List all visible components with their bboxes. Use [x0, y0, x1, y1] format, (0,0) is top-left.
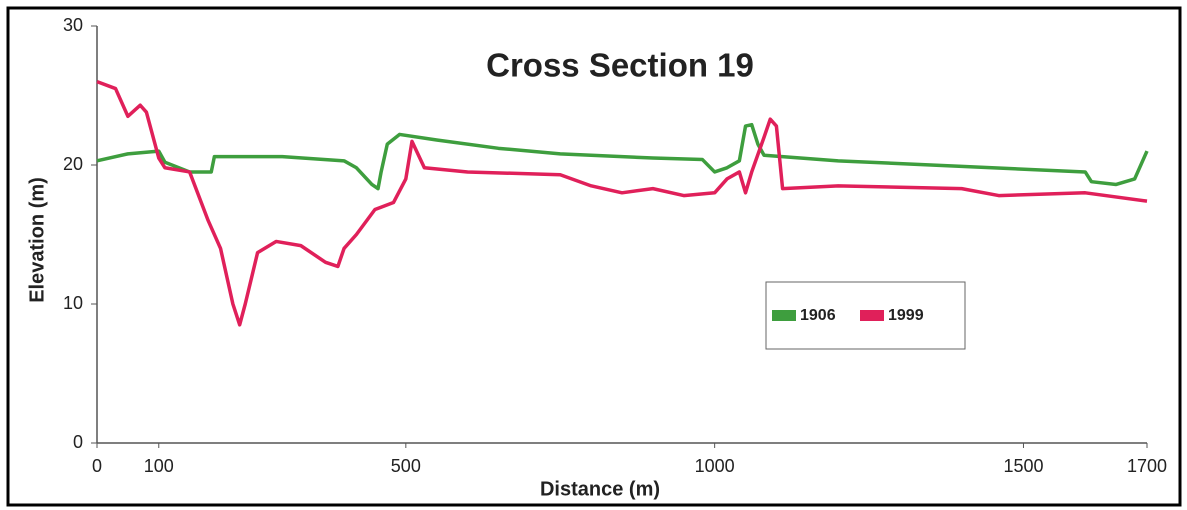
- legend-box: [765, 281, 966, 350]
- series-line: [96, 79, 1148, 327]
- chart-title: Cross Section 19: [486, 47, 754, 84]
- x-axis-label: Distance (m): [540, 478, 660, 500]
- y-tick-label: 10: [63, 293, 83, 313]
- legend-label: 1906: [800, 307, 836, 324]
- legend-label: 1999: [888, 307, 924, 324]
- legend-swatch: [772, 310, 796, 321]
- y-tick-label: 20: [63, 154, 83, 174]
- series-line: [96, 122, 1149, 191]
- x-tick-label: 1000: [695, 456, 735, 476]
- x-tick-label: 100: [144, 456, 174, 476]
- y-axis-label: Elevation (m): [26, 177, 48, 303]
- x-tick-label: 500: [391, 456, 421, 476]
- frame: [6, 6, 1182, 507]
- legend-swatch: [860, 310, 884, 321]
- x-tick-label: 0: [92, 456, 102, 476]
- y-tick-label: 0: [73, 432, 83, 452]
- x-tick-label: 1500: [1003, 456, 1043, 476]
- x-tick-label: 1700: [1127, 456, 1167, 476]
- y-tick-label: 30: [63, 15, 83, 35]
